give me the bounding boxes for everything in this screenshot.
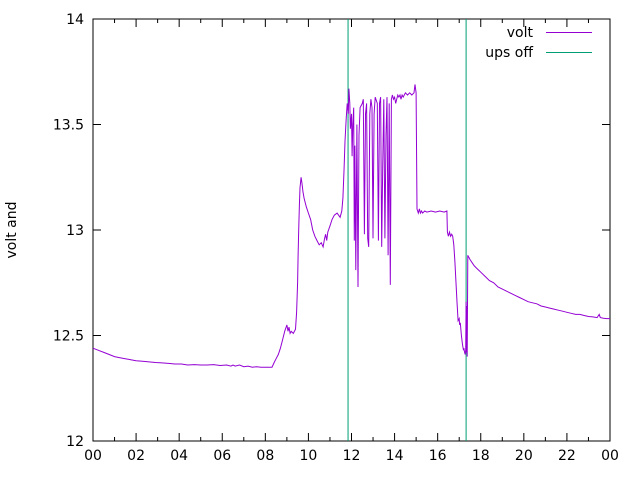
x-tick-label: 00: [84, 448, 102, 464]
x-tick-label: 12: [343, 448, 361, 464]
x-tick-label: 02: [127, 448, 145, 464]
volt-series: [92, 84, 610, 368]
y-tick-label: 12.5: [53, 329, 84, 345]
axis-ticks: [92, 18, 611, 442]
x-tick-label: 08: [256, 448, 274, 464]
volt-series-line: [92, 84, 610, 368]
y-axis-title: volt and: [4, 201, 20, 258]
x-tick-label: 00: [601, 448, 619, 464]
x-tick-label: 14: [386, 448, 404, 464]
x-tick-label: 16: [429, 448, 447, 464]
x-tick-label: 06: [213, 448, 231, 464]
x-axis-labels: 00 02 04 06 08 10 12 14 16 18 20 22 00: [84, 448, 619, 464]
x-tick-label: 20: [515, 448, 533, 464]
y-tick-label: 12: [66, 434, 84, 450]
legend: volt ups off: [485, 25, 592, 61]
x-tick-label: 22: [558, 448, 576, 464]
y-tick-label: 13: [66, 223, 84, 239]
x-tick-label: 18: [472, 448, 490, 464]
x-tick-label: 04: [170, 448, 188, 464]
y-tick-label: 13.5: [53, 118, 84, 134]
legend-label-volt: volt: [507, 25, 534, 41]
x-tick-label: 10: [300, 448, 318, 464]
legend-label-ups-off: ups off: [485, 45, 533, 61]
ups-off-vlines: [347, 19, 467, 441]
y-axis-labels: 12 12.5 13 13.5 14: [53, 12, 84, 450]
plot-border: [92, 18, 611, 442]
y-tick-label: 14: [66, 12, 84, 28]
